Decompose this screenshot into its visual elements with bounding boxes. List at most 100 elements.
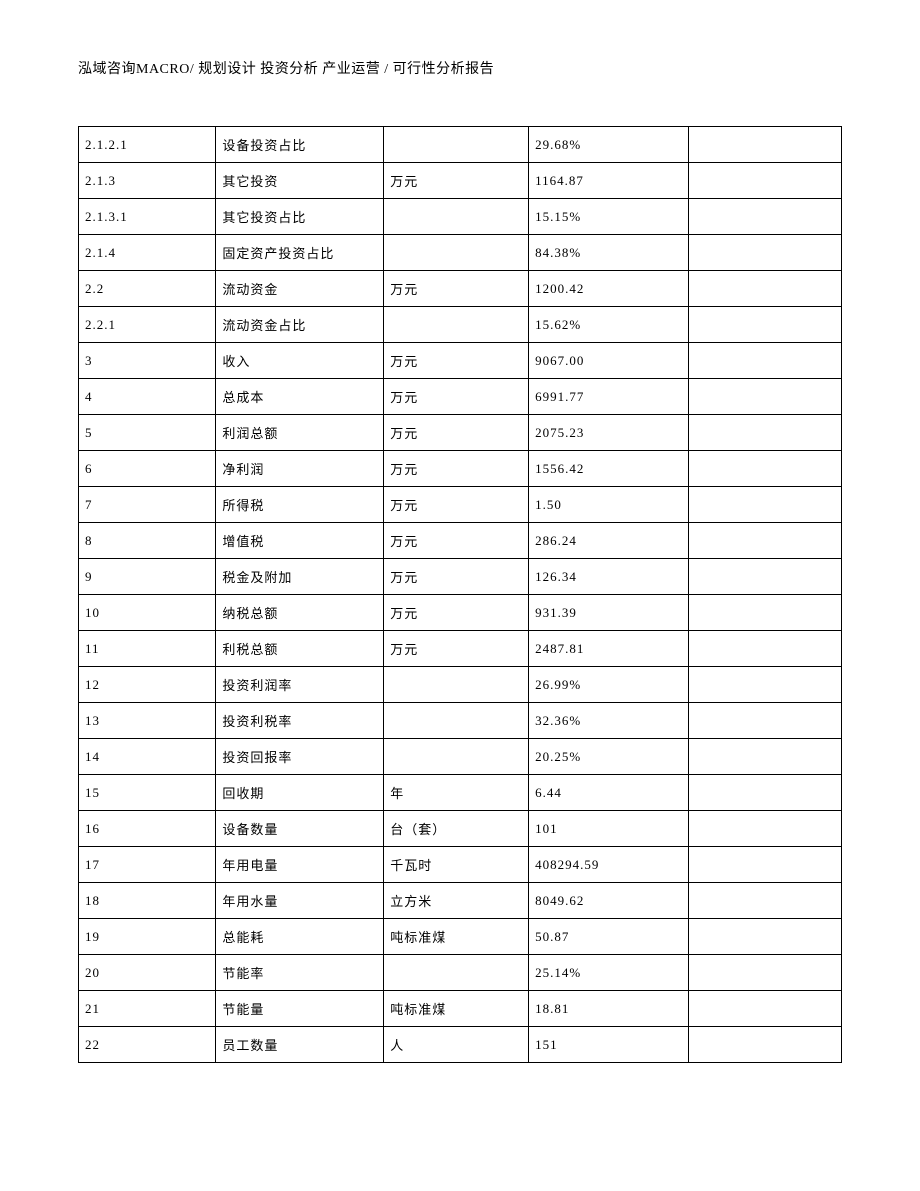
table-cell: 2.1.2.1: [79, 127, 216, 163]
table-cell: 1200.42: [529, 271, 689, 307]
table-cell: 2075.23: [529, 415, 689, 451]
table-cell: 1.50: [529, 487, 689, 523]
table-cell: [689, 307, 842, 343]
table-cell: 年用电量: [216, 847, 384, 883]
table-cell: 931.39: [529, 595, 689, 631]
table-cell: 10: [79, 595, 216, 631]
table-cell: 151: [529, 1027, 689, 1063]
table-cell: 18: [79, 883, 216, 919]
table-cell: 8: [79, 523, 216, 559]
table-cell: 2.1.4: [79, 235, 216, 271]
table-cell: [384, 955, 529, 991]
table-cell: [689, 847, 842, 883]
table-cell: 所得税: [216, 487, 384, 523]
table-cell: [689, 235, 842, 271]
table-cell: 8049.62: [529, 883, 689, 919]
table-row: 5利润总额万元2075.23: [79, 415, 842, 451]
table-cell: [384, 667, 529, 703]
table-row: 18年用水量立方米8049.62: [79, 883, 842, 919]
table-cell: 2.1.3: [79, 163, 216, 199]
table-cell: 总成本: [216, 379, 384, 415]
table-cell: 22: [79, 1027, 216, 1063]
table-cell: [689, 487, 842, 523]
table-cell: 投资回报率: [216, 739, 384, 775]
table-cell: 12: [79, 667, 216, 703]
table-row: 12投资利润率26.99%: [79, 667, 842, 703]
table-cell: 万元: [384, 343, 529, 379]
table-cell: [689, 523, 842, 559]
table-cell: [689, 451, 842, 487]
table-cell: [689, 163, 842, 199]
table-cell: 总能耗: [216, 919, 384, 955]
table-cell: [689, 415, 842, 451]
table-row: 20节能率25.14%: [79, 955, 842, 991]
table-cell: 千瓦时: [384, 847, 529, 883]
table-cell: 20.25%: [529, 739, 689, 775]
table-cell: 万元: [384, 559, 529, 595]
data-table: 2.1.2.1设备投资占比29.68%2.1.3其它投资万元1164.872.1…: [78, 126, 842, 1063]
table-cell: 节能率: [216, 955, 384, 991]
table-cell: [689, 559, 842, 595]
table-cell: 19: [79, 919, 216, 955]
table-cell: 员工数量: [216, 1027, 384, 1063]
table-cell: 万元: [384, 415, 529, 451]
table-row: 8增值税万元286.24: [79, 523, 842, 559]
table-cell: [384, 703, 529, 739]
table-cell: [689, 199, 842, 235]
table-cell: 吨标准煤: [384, 991, 529, 1027]
table-row: 2.1.3.1其它投资占比15.15%: [79, 199, 842, 235]
table-cell: 84.38%: [529, 235, 689, 271]
table-row: 7所得税万元1.50: [79, 487, 842, 523]
table-cell: 11: [79, 631, 216, 667]
table-cell: 6991.77: [529, 379, 689, 415]
table-row: 14投资回报率 20.25%: [79, 739, 842, 775]
table-cell: 回收期: [216, 775, 384, 811]
table-row: 16设备数量台（套）101: [79, 811, 842, 847]
table-cell: [689, 739, 842, 775]
table-cell: 台（套）: [384, 811, 529, 847]
table-cell: 万元: [384, 163, 529, 199]
table-cell: [384, 127, 529, 163]
table-row: 4总成本万元6991.77: [79, 379, 842, 415]
table-cell: [689, 343, 842, 379]
table-row: 6净利润万元1556.42: [79, 451, 842, 487]
table-row: 2.2流动资金万元1200.42: [79, 271, 842, 307]
table-cell: 5: [79, 415, 216, 451]
table-body: 2.1.2.1设备投资占比29.68%2.1.3其它投资万元1164.872.1…: [79, 127, 842, 1063]
table-cell: 1556.42: [529, 451, 689, 487]
table-row: 21节能量吨标准煤18.81: [79, 991, 842, 1027]
table-cell: 万元: [384, 487, 529, 523]
table-cell: 2487.81: [529, 631, 689, 667]
table-cell: 流动资金占比: [216, 307, 384, 343]
table-cell: 利税总额: [216, 631, 384, 667]
table-cell: 9067.00: [529, 343, 689, 379]
table-cell: [384, 739, 529, 775]
table-cell: [689, 127, 842, 163]
table-cell: 17: [79, 847, 216, 883]
table-cell: [384, 235, 529, 271]
table-row: 2.1.2.1设备投资占比29.68%: [79, 127, 842, 163]
table-row: 17年用电量千瓦时408294.59: [79, 847, 842, 883]
table-row: 15回收期年6.44: [79, 775, 842, 811]
table-cell: 万元: [384, 271, 529, 307]
table-cell: 50.87: [529, 919, 689, 955]
table-cell: 14: [79, 739, 216, 775]
table-row: 2.1.4固定资产投资占比84.38%: [79, 235, 842, 271]
table-cell: 投资利税率: [216, 703, 384, 739]
table-cell: [689, 703, 842, 739]
table-cell: 万元: [384, 595, 529, 631]
table-cell: 吨标准煤: [384, 919, 529, 955]
table-cell: 利润总额: [216, 415, 384, 451]
table-cell: 节能量: [216, 991, 384, 1027]
table-cell: 年: [384, 775, 529, 811]
table-cell: [689, 883, 842, 919]
table-cell: 2.2: [79, 271, 216, 307]
table-cell: [689, 811, 842, 847]
table-cell: 流动资金: [216, 271, 384, 307]
table-cell: 126.34: [529, 559, 689, 595]
table-row: 10纳税总额万元931.39: [79, 595, 842, 631]
table-cell: 13: [79, 703, 216, 739]
table-cell: 立方米: [384, 883, 529, 919]
table-cell: 25.14%: [529, 955, 689, 991]
table-cell: 18.81: [529, 991, 689, 1027]
